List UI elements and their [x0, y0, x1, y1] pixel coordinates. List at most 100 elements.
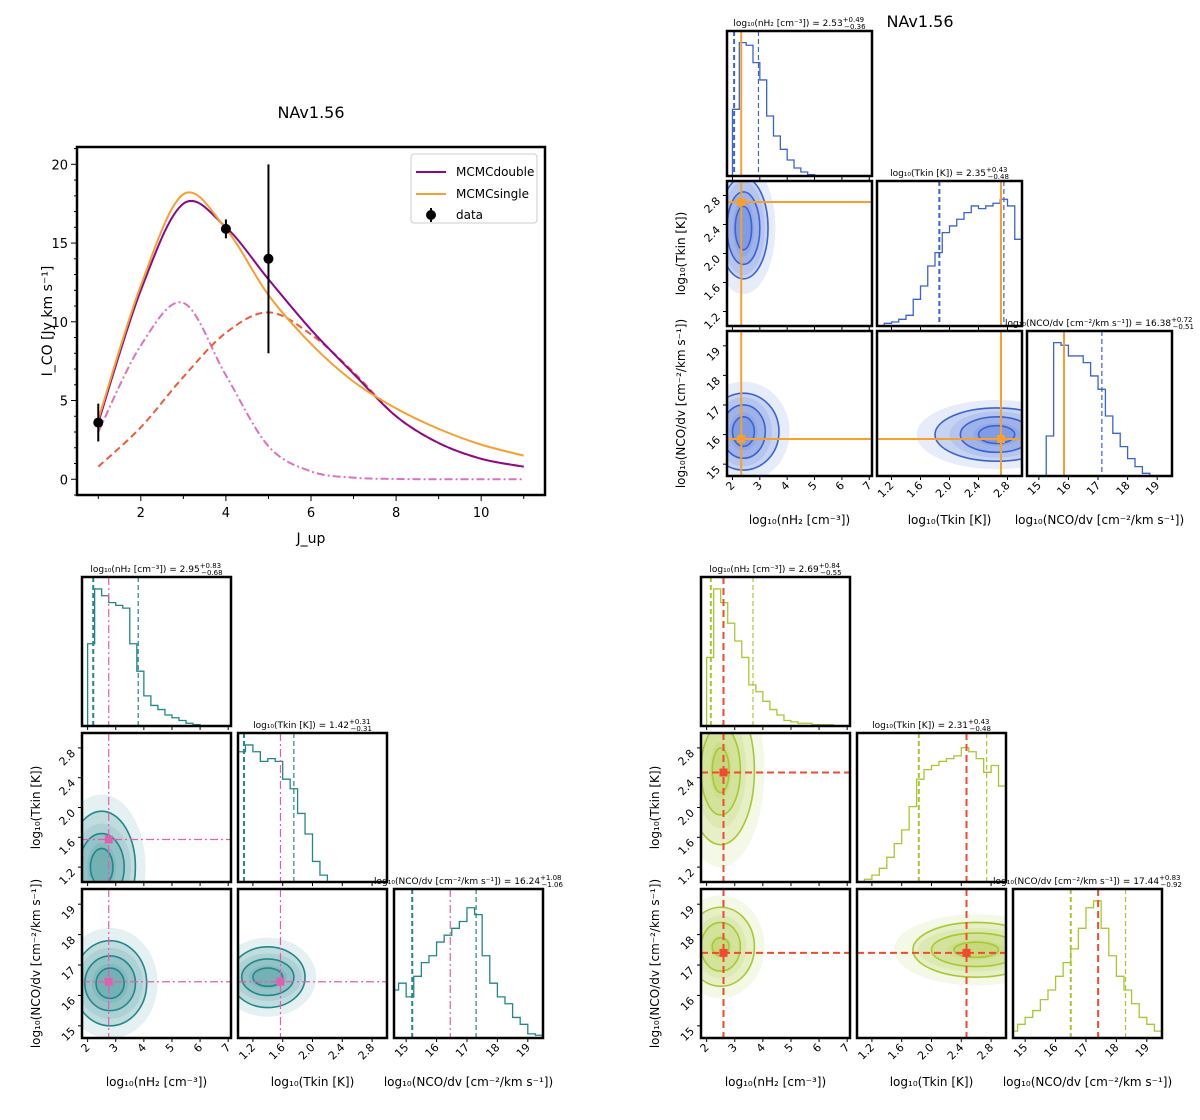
param-title: log₁₀(NCO/dv [cm⁻²/km s⁻¹]) = 16.38+0.72… [1005, 316, 1194, 331]
y-tick-label: 15 [51, 237, 68, 252]
x-tick-label: 6 [810, 1041, 824, 1055]
x-tick-label: 2.0 [296, 1041, 318, 1063]
y-tick-label: 2.4 [702, 223, 724, 245]
y-tick-label: 15 [704, 463, 723, 482]
contour-panel: 1.2 1.6 2.0 2.4 2.8 [855, 887, 1008, 1063]
panel-frame [699, 575, 852, 728]
y-tick-label: 19 [59, 903, 78, 922]
y-tick-label: 2.4 [676, 777, 698, 799]
x-axis-label: log₁₀(NCO/dv [cm⁻²/km s⁻¹]) [1015, 513, 1184, 527]
param-title: log₁₀(Tkin [K]) = 2.31+0.43 −0.48 [872, 718, 991, 733]
density-fill [918, 928, 1006, 972]
param-title: log₁₀(NCO/dv [cm⁻²/km s⁻¹]) = 16.24+1.08… [374, 874, 563, 889]
legend: MCMCdouble MCMCsingle data [410, 153, 538, 224]
panel-frame [699, 887, 852, 1040]
truth-marker [996, 435, 1005, 444]
truth-marker [276, 977, 285, 986]
corner-plot-1: log₁₀(nH₂ [cm⁻³]) = 2.53+0.49 −0.36 1.2 1.6… [674, 16, 1194, 527]
histogram-panel: log₁₀(NCO/dv [cm⁻²/km s⁻¹]) = 17.44+0.83… [993, 874, 1182, 1060]
x-tick-label: 15 [1011, 1041, 1030, 1060]
x-axis-label: log₁₀(Tkin [K]) [908, 513, 992, 527]
truth-marker [737, 435, 746, 444]
x-axis-label: log₁₀(Tkin [K]) [890, 1075, 974, 1089]
x-tick-label: 2.8 [356, 1041, 378, 1063]
x-tick-label: 1.6 [885, 1041, 907, 1063]
series-line-0 [97, 200, 524, 468]
panel-frame [725, 329, 874, 478]
x-tick-label: 7 [838, 1041, 852, 1055]
x-tick-label: 2.4 [962, 479, 984, 501]
contour-line [701, 906, 756, 988]
density-fill [701, 895, 765, 999]
contour-line [727, 392, 780, 471]
panel-frame [1011, 887, 1164, 1040]
y-axis-label: log₁₀(Tkin [K]) [648, 766, 662, 850]
param-title-text: log₁₀(NCO/dv [cm⁻²/km s⁻¹]) = 17.44 [993, 877, 1159, 887]
param-title: log₁₀(Tkin [K]) = 2.35+0.43 −0.48 [890, 166, 1009, 181]
histogram-panel: log₁₀(NCO/dv [cm⁻²/km s⁻¹]) = 16.38+0.72… [1005, 316, 1194, 498]
contour-line [727, 404, 767, 460]
density-fill [82, 823, 131, 882]
x-tick-label: 2.0 [933, 479, 955, 501]
histogram-step [238, 744, 387, 882]
legend-label: MCMCdouble [456, 165, 534, 179]
panel-frame [725, 29, 874, 178]
x-tick-label: 19 [1143, 479, 1162, 498]
contour-panel: 1.2 1.6 2.0 2.4 2.8 [875, 329, 1024, 501]
density-fill [893, 914, 1006, 986]
truth-marker [104, 977, 113, 986]
x-tick-label: 6 [307, 506, 315, 521]
histogram-panel: log₁₀(Tkin [K]) = 1.42+0.31 −0.31 [236, 718, 389, 886]
param-lower-error: −0.55 [820, 569, 841, 577]
density-fill [973, 423, 1021, 447]
y-tick-label: 20 [51, 158, 68, 173]
contour-line [89, 847, 114, 882]
legend-label: MCMCsingle [456, 187, 529, 201]
panel-frame [80, 575, 233, 728]
histogram-step [731, 41, 870, 176]
x-axis-label: log₁₀(Tkin [K]) [271, 1075, 355, 1089]
corner-title: NAv1.56 [886, 12, 953, 31]
x-tick-label: 6 [191, 1041, 205, 1055]
histogram-step [1027, 341, 1172, 476]
x-tick-label: 19 [1133, 1041, 1152, 1060]
param-upper-error: +0.43 [968, 718, 989, 726]
panel-frame [80, 887, 233, 1040]
x-tick-label: 1.6 [266, 1041, 288, 1063]
y-tick-label: 18 [59, 934, 78, 953]
param-title-text: log₁₀(Tkin [K]) = 1.42 [253, 721, 349, 731]
x-axis-label: log₁₀(nH₂ [cm⁻³]) [725, 1075, 826, 1089]
y-tick-label: 16 [678, 994, 697, 1013]
param-lower-error: −0.31 [350, 725, 371, 733]
y-axis-label: log₁₀(NCO/dv [cm⁻²/km s⁻¹]) [674, 319, 688, 488]
x-tick-label: 2.0 [915, 1041, 937, 1063]
data-point [93, 417, 104, 428]
param-title-text: log₁₀(Tkin [K]) = 2.35 [890, 169, 986, 179]
density-fill [947, 939, 1006, 960]
contour-line [82, 939, 148, 1027]
x-tick-label: 16 [1042, 1041, 1061, 1060]
param-lower-error: −0.36 [844, 23, 866, 31]
x-tick-label: 10 [473, 506, 490, 521]
x-tick-label: 16 [423, 1041, 442, 1060]
x-axis-label: J_up [296, 531, 326, 547]
param-title: log₁₀(nH₂ [cm⁻³]) = 2.69+0.84 −0.55 [709, 562, 841, 577]
y-tick-label: 2.4 [57, 777, 79, 799]
panel-frame [855, 731, 1008, 884]
contour-line [734, 205, 753, 251]
x-tick-label: 5 [782, 1041, 796, 1055]
param-title-text: log₁₀(NCO/dv [cm⁻²/km s⁻¹]) = 16.38 [1005, 319, 1171, 329]
param-upper-error: +0.84 [819, 562, 841, 570]
x-tick-label: 17 [453, 1041, 472, 1060]
legend-label: data [456, 208, 483, 222]
x-tick-label: 5 [806, 479, 820, 493]
x-tick-label: 2.8 [975, 1041, 997, 1063]
param-upper-error: +0.72 [1171, 316, 1192, 324]
contour-line [701, 733, 756, 846]
param-upper-error: +0.49 [843, 16, 864, 24]
x-tick-label: 18 [483, 1041, 502, 1060]
param-upper-error: +1.08 [540, 874, 561, 882]
y-tick-label: 1.2 [702, 310, 724, 332]
truth-marker [104, 835, 113, 844]
histogram-panel: log₁₀(Tkin [K]) = 2.31+0.43 −0.48 [855, 718, 1008, 886]
